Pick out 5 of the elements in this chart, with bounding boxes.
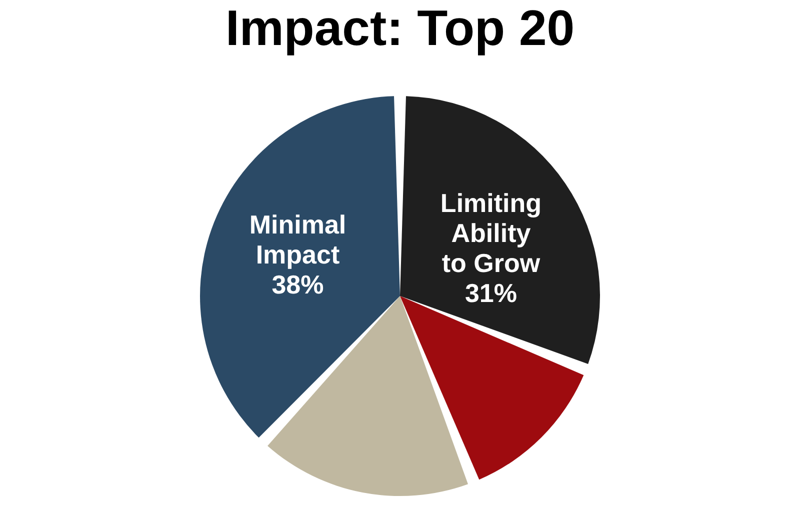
data-label: 31% — [464, 278, 517, 308]
data-label: 38% — [272, 270, 324, 300]
slice-label: Limiting Ability to Grow — [440, 188, 542, 278]
slice-label: Minimal Impact — [249, 210, 346, 270]
chart-title: Impact: Top 20 — [225, 0, 575, 56]
